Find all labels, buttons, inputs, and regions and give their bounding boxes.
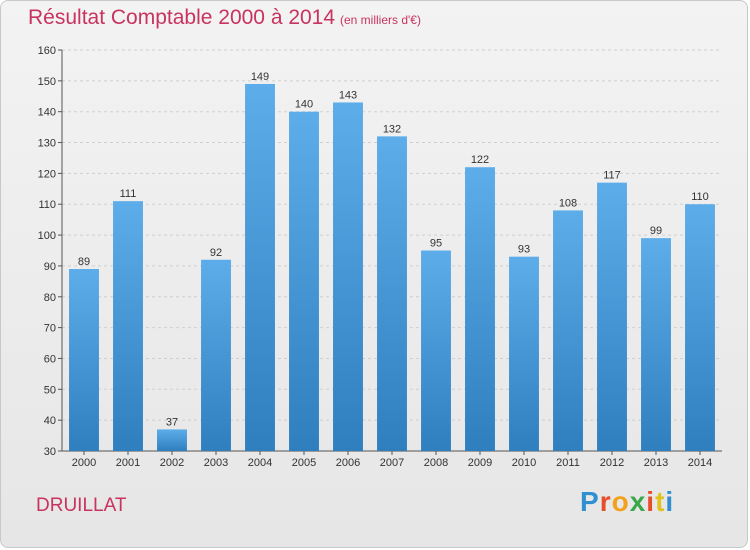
value-label: 99 <box>650 225 662 237</box>
logo-letter: x <box>629 486 647 517</box>
bar-2010 <box>509 256 539 451</box>
bars <box>69 83 715 451</box>
y-tick-label: 160 <box>38 45 56 57</box>
x-tick-label: 2013 <box>644 457 668 469</box>
logo-letter: P <box>580 486 600 517</box>
x-tick-label: 2009 <box>468 457 492 469</box>
y-tick-label: 120 <box>38 168 56 180</box>
bar-2002 <box>157 429 187 451</box>
bar-2012 <box>597 182 627 451</box>
chart-subtitle: (en milliers d'€) <box>340 13 421 27</box>
x-tick-label: 2010 <box>512 457 536 469</box>
y-tick-label: 150 <box>38 76 56 88</box>
y-tick-label: 60 <box>44 353 56 365</box>
value-label: 93 <box>518 244 530 256</box>
x-tick-label: 2002 <box>160 457 184 469</box>
logo-letter: i <box>665 486 675 517</box>
value-label: 143 <box>339 89 357 101</box>
y-tick-label: 50 <box>44 384 56 396</box>
x-tick-label: 2000 <box>72 457 96 469</box>
logo-letter: t <box>655 486 666 517</box>
bar-2005 <box>289 111 319 451</box>
value-label: 108 <box>559 197 577 209</box>
bar-2000 <box>69 269 99 451</box>
y-tick-label: 30 <box>44 446 56 458</box>
bar-2013 <box>641 238 671 451</box>
bar-2007 <box>377 136 407 451</box>
value-label: 92 <box>210 247 222 259</box>
value-label: 117 <box>603 170 621 182</box>
y-tick-label: 90 <box>44 261 56 273</box>
y-tick-label: 40 <box>44 415 56 427</box>
bar-2009 <box>465 167 495 451</box>
value-label: 37 <box>166 416 178 428</box>
y-tick-label: 100 <box>38 230 56 242</box>
chart-title: Résultat Comptable 2000 à 2014 <box>28 6 336 29</box>
y-tick-label: 130 <box>38 138 56 150</box>
y-tick-label: 140 <box>38 107 56 119</box>
value-label: 140 <box>295 99 313 111</box>
bar-2008 <box>421 250 451 451</box>
bar-2003 <box>201 259 231 451</box>
bar-2011 <box>553 210 583 451</box>
proxiti-logo[interactable]: Proxiti <box>580 486 674 518</box>
value-label: 132 <box>383 123 401 135</box>
x-tick-label: 2011 <box>556 457 580 469</box>
x-tick-label: 2007 <box>380 457 404 469</box>
bar-2004 <box>245 83 275 451</box>
value-label: 111 <box>120 188 137 200</box>
bar-2014 <box>685 204 715 451</box>
value-label: 149 <box>251 71 269 83</box>
x-tick-label: 2012 <box>600 457 624 469</box>
y-tick-label: 80 <box>44 292 56 304</box>
y-tick-label: 110 <box>38 199 56 211</box>
y-tick-label: 70 <box>44 323 56 335</box>
value-label: 89 <box>78 256 90 268</box>
x-tick-label: 2001 <box>116 457 140 469</box>
place-name: DRUILLAT <box>36 495 127 516</box>
logo-letter: o <box>611 486 630 517</box>
value-label: 110 <box>691 191 709 203</box>
bar-2001 <box>113 201 143 451</box>
x-tick-label: 2014 <box>688 457 712 469</box>
x-tick-label: 2004 <box>248 457 272 469</box>
x-tick-label: 2008 <box>424 457 448 469</box>
x-tick-label: 2003 <box>204 457 228 469</box>
logo-letter: r <box>599 486 612 517</box>
labels: 30 40 50 60 70 80 90 100 110 120 130 140 150 160 2000 8… <box>38 45 713 469</box>
x-tick-label: 2006 <box>336 457 360 469</box>
value-label: 122 <box>471 154 489 166</box>
logo-letter: i <box>646 486 656 517</box>
value-label: 95 <box>430 238 442 250</box>
x-tick-label: 2005 <box>292 457 316 469</box>
bar-2006 <box>333 102 363 451</box>
